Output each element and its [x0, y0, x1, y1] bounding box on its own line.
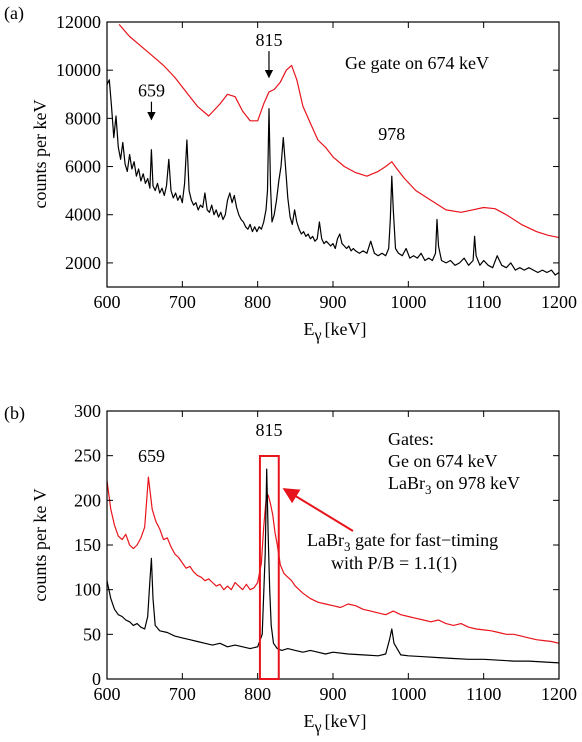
panel-a-x-tick-label: 900	[320, 292, 347, 312]
panel-b-y-tick-label: 50	[83, 624, 101, 644]
panel-a-x-label-sub: γ	[313, 327, 321, 344]
panel-b: (b) 600 700 800 900 1000 1100 1200 0 50 100 150 20…	[4, 401, 577, 736]
panel-b-x-label-sub: γ	[313, 719, 321, 736]
panel-a-y-ticks: 2000 4000 6000 8000 10000 12000	[56, 12, 559, 273]
panel-b-series	[106, 468, 560, 664]
panel-a-y-tick-label: 2000	[65, 253, 101, 273]
panel-b-x-label-unit: [keV]	[325, 711, 367, 731]
panel-a-y-tick-label: 10000	[56, 60, 101, 80]
panel-b-series-1-line	[106, 468, 560, 664]
panel-b-x-label: Eγ [keV]	[303, 711, 366, 736]
gates-ge: Ge on 674 keV	[388, 451, 497, 471]
panel-b-y-tick-label: 0	[92, 669, 101, 689]
panel-b-x-tick-label: 800	[244, 684, 271, 704]
panel-b-peak-label-659: 659	[138, 446, 165, 466]
panel-b-y-tick-label: 100	[74, 580, 101, 600]
panel-b-series-0-line	[106, 476, 560, 644]
panel-a-x-ticks: 600 700 800 900 1000 1100 1200	[94, 22, 577, 312]
panel-a-label: (a)	[4, 3, 24, 24]
panel-b-x-tick-label: 600	[94, 684, 121, 704]
gates-title: Gates:	[388, 429, 434, 449]
panel-b-x-tick-label: 1000	[390, 684, 426, 704]
panel-b-y-tick-label: 200	[74, 490, 101, 510]
panel-b-annotations: 659 815	[138, 420, 283, 466]
panel-b-y-tick-label: 300	[74, 401, 101, 421]
panel-b-x-label-e: E	[303, 711, 314, 731]
panel-a-series	[106, 24, 560, 276]
panel-b-label: (b)	[4, 403, 25, 424]
panel-a-x-tick-label: 1000	[390, 292, 426, 312]
gates-labr3: LaBr3 on 978 keV	[388, 473, 520, 497]
panel-a-peak-label-978: 978	[378, 124, 405, 144]
gate-label-line1: LaBr3 gate for fast−timing	[307, 530, 498, 554]
panel-a-series-1-line	[106, 79, 560, 276]
gates-legend: Gates: Ge on 674 keV LaBr3 on 978 keV	[388, 429, 520, 497]
panel-b-x-tick-label: 1200	[541, 684, 577, 704]
panel-b-peak-label-815: 815	[255, 420, 282, 440]
panel-a-peak-label-815: 815	[255, 30, 282, 50]
panel-a-series-0-line	[118, 24, 560, 239]
panel-a-x-tick-label: 800	[244, 292, 271, 312]
panel-a-x-label-unit: [keV]	[325, 319, 367, 339]
panel-a-peak-label-659: 659	[138, 81, 165, 101]
panel-a-x-tick-label: 1100	[466, 292, 501, 312]
panel-b-y-label: counts per ke V	[30, 488, 50, 601]
panel-a-x-label: Eγ [keV]	[303, 319, 366, 344]
panel-a: (a) 600 700 800 900 1000 1100 1200 20004000600…	[4, 3, 577, 344]
panel-a-x-tick-label: 700	[169, 292, 196, 312]
panel-a-y-label: counts per keV	[30, 100, 50, 209]
gate-arrow	[282, 488, 354, 532]
panel-b-x-ticks: 600 700 800 900 1000 1100 1200	[94, 411, 577, 704]
panel-a-legend: Ge gate on 674 keV	[345, 53, 489, 73]
panel-a-y-tick-label: 8000	[65, 108, 101, 128]
panel-b-x-tick-label: 700	[169, 684, 196, 704]
panel-b-y-tick-label: 150	[74, 535, 101, 555]
panel-b-x-tick-label: 1100	[466, 684, 501, 704]
panel-a-x-tick-label: 600	[94, 292, 121, 312]
panel-b-x-tick-label: 900	[320, 684, 347, 704]
panel-a-x-label-e: E	[303, 319, 314, 339]
panel-a-annotations: 659 815 978	[138, 30, 405, 144]
gate-label-line2: with P/B = 1.1(1)	[331, 553, 457, 574]
panel-b-y-ticks: 0 50 100 150 200 250 300	[74, 401, 559, 689]
panel-a-x-tick-label: 1200	[541, 292, 577, 312]
panel-a-y-tick-label: 4000	[65, 205, 101, 225]
labr3-gate-box	[258, 455, 280, 680]
panel-a-y-tick-label: 6000	[65, 157, 101, 177]
panel-a-y-tick-label: 12000	[56, 12, 101, 32]
panel-a-frame	[106, 21, 560, 288]
panel-b-y-tick-label: 250	[74, 446, 101, 466]
gate-label: LaBr3 gate for fast−timing with P/B = 1.…	[307, 530, 498, 574]
